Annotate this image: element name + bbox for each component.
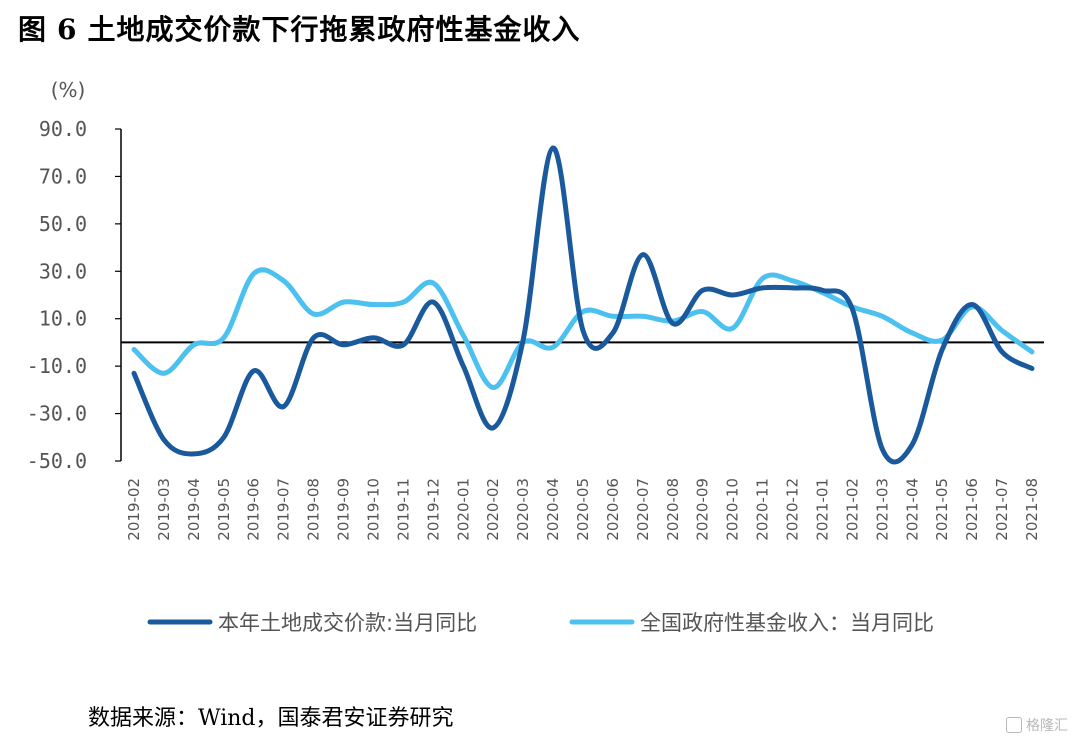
- x-tick-label: 2020-06: [604, 478, 622, 541]
- x-tick-label: 2019-10: [364, 478, 382, 541]
- x-tick-label: 2020-05: [574, 478, 592, 541]
- figure-title: 图 6 土地成交价款下行拖累政府性基金收入: [18, 8, 581, 48]
- y-tick-label: 30.0: [39, 259, 87, 283]
- x-tick-label: 2019-02: [125, 478, 143, 541]
- x-tick-label: 2019-05: [215, 478, 233, 541]
- x-tick-label: 2020-12: [784, 478, 802, 541]
- x-tick-label: 2020-08: [664, 478, 682, 541]
- x-tick-label: 2020-03: [514, 478, 532, 541]
- series-line-1: [131, 145, 1035, 465]
- x-tick-label: 2021-06: [963, 478, 981, 541]
- x-tick-label: 2020-04: [544, 478, 562, 541]
- x-tick-label: 2021-08: [1023, 478, 1041, 541]
- y-tick-label: -50.0: [27, 449, 87, 473]
- x-tick-label: 2019-09: [335, 478, 353, 541]
- x-tick-label: 2020-10: [724, 478, 742, 541]
- y-tick-label: -30.0: [27, 402, 87, 426]
- x-tick-label: 2020-01: [454, 478, 472, 541]
- x-tick-label: 2021-05: [933, 478, 951, 541]
- x-tick-label: 2019-11: [394, 478, 412, 541]
- x-tick-label: 2019-04: [185, 478, 203, 541]
- x-tick-label: 2021-03: [873, 478, 891, 541]
- x-tick-label: 2020-09: [694, 478, 712, 541]
- x-tick-label: 2021-01: [813, 478, 831, 541]
- y-tick-label: -10.0: [27, 354, 87, 378]
- legend-label-1: 本年土地成交价款:当月同比: [218, 611, 477, 635]
- x-tick-label: 2019-06: [245, 478, 263, 541]
- watermark-text: 格隆汇: [1026, 718, 1068, 734]
- y-tick-label: 90.0: [39, 117, 87, 141]
- x-tick-label: 2021-04: [903, 478, 921, 541]
- source-note: 数据来源：Wind，国泰君安证券研究: [88, 706, 454, 731]
- y-axis-label: (%): [51, 78, 86, 102]
- series-line-2: [131, 267, 1035, 390]
- x-tick-label: 2019-07: [275, 478, 293, 541]
- x-tick-label: 2020-11: [754, 478, 772, 541]
- x-tick-label: 2021-07: [993, 478, 1011, 541]
- figure-label: 图: [18, 13, 48, 46]
- y-tick-label: 10.0: [39, 307, 87, 331]
- x-tick-label: 2019-08: [305, 478, 323, 541]
- x-tick-label: 2020-02: [484, 478, 502, 541]
- x-tick-label: 2019-12: [424, 478, 442, 541]
- figure-number: 6: [57, 13, 78, 46]
- x-tick-label: 2019-03: [155, 478, 173, 541]
- watermark: 格隆汇: [1006, 715, 1068, 735]
- legend-label-2: 全国政府性基金收入：当月同比: [640, 611, 934, 635]
- x-tick-label: 2020-07: [634, 478, 652, 541]
- watermark-logo-icon: [1006, 717, 1022, 733]
- y-tick-label: 70.0: [39, 164, 87, 188]
- x-tick-label: 2021-02: [843, 478, 861, 541]
- y-tick-label: 50.0: [39, 212, 87, 236]
- figure-title-text: 土地成交价款下行拖累政府性基金收入: [87, 13, 581, 46]
